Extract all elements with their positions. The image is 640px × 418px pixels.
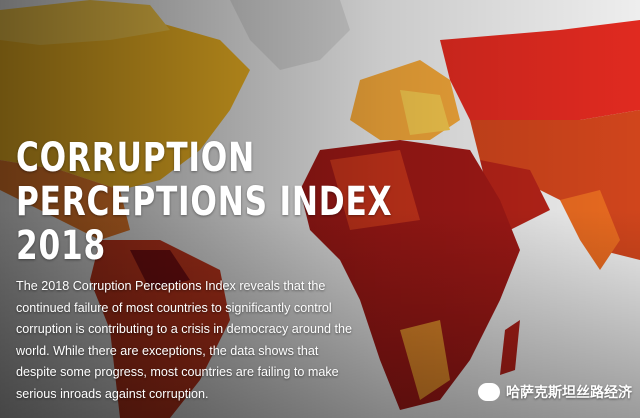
title-line: CORRUPTION <box>16 135 255 181</box>
watermark-text: 哈萨克斯坦丝路经济 <box>506 384 632 400</box>
watermark: 哈萨克斯坦丝路经济 <box>478 382 632 402</box>
title-line: PERCEPTIONS INDEX <box>16 179 393 225</box>
title-line: 2018 <box>16 223 106 269</box>
body-line: The 2018 Corruption Perceptions Index re… <box>16 279 326 293</box>
body-line: continued failure of most countries to s… <box>16 300 332 315</box>
body-line: despite some progress, most countries ar… <box>16 365 339 379</box>
body-line: world. While there are exceptions, the d… <box>16 343 319 358</box>
body-line: serious inroads against corruption. <box>16 386 209 401</box>
wechat-icon <box>478 383 500 401</box>
body-line: corruption is contributing to a crisis i… <box>16 322 352 336</box>
